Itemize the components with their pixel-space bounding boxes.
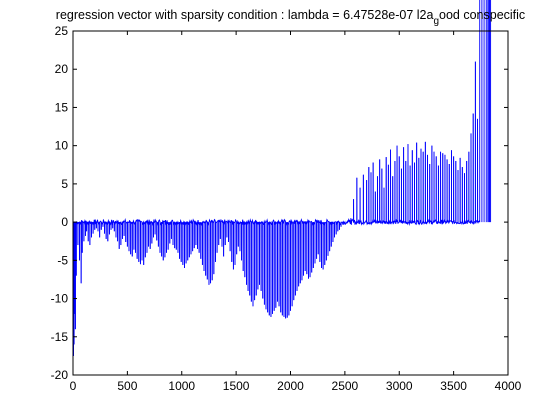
- y-tick-label: 5: [61, 177, 68, 191]
- ticks-layer: 0 500 1000 1500 2000 2500 3000 3500 4000 -20 -15 -1…: [51, 24, 522, 393]
- x-tick-label: 3000: [386, 379, 413, 393]
- y-tick-label: 0: [61, 215, 68, 229]
- x-tick-label: 1500: [223, 379, 250, 393]
- y-tick-label: 15: [55, 100, 69, 114]
- x-tick-label: 3500: [440, 379, 467, 393]
- x-tick-label: 0: [70, 379, 77, 393]
- x-tick-label: 4000: [495, 379, 522, 393]
- chart-title-tail: ood conspecific: [439, 8, 525, 22]
- chart-title-main: regression vector with sparsity conditio…: [56, 8, 434, 22]
- y-tick-label: -20: [51, 368, 69, 382]
- y-tick-label: -15: [51, 330, 69, 344]
- series-layer: [73, 0, 492, 356]
- x-tick-label: 500: [117, 379, 137, 393]
- chart-title-subscript: g: [433, 16, 439, 27]
- x-tick-label: 1000: [168, 379, 195, 393]
- y-tick-label: -5: [57, 253, 68, 267]
- y-tick-label: -10: [51, 292, 69, 306]
- y-tick-label: 10: [55, 139, 69, 153]
- y-tick-label: 25: [55, 24, 69, 38]
- y-tick-label: 20: [55, 62, 69, 76]
- chart-title: regression vector with sparsity conditio…: [56, 8, 525, 27]
- x-tick-label: 2000: [277, 379, 304, 393]
- x-tick-label: 2500: [332, 379, 359, 393]
